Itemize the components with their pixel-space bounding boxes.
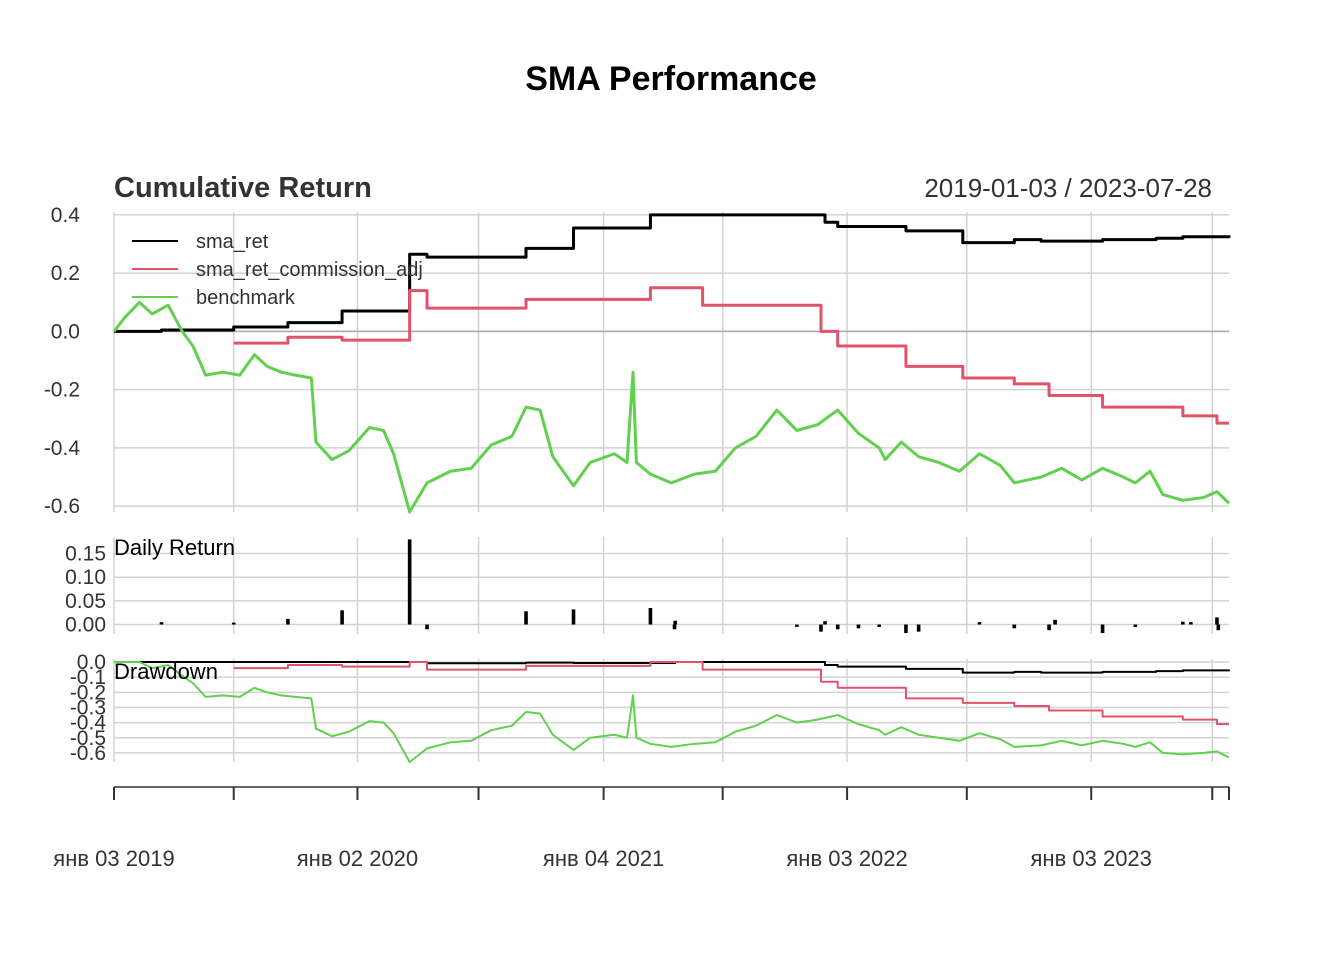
daily-return-bar xyxy=(977,622,982,625)
x-tick-label: янв 03 2022 xyxy=(786,846,907,871)
cumulative-series-sma_ret_commission_adj xyxy=(233,286,1229,425)
daily-return-bar xyxy=(286,618,290,625)
daily-return-bar xyxy=(856,624,861,629)
daily-return-bar xyxy=(1216,624,1221,631)
drawdown-y-tick-label: -0.3 xyxy=(70,696,106,719)
data-layer xyxy=(112,213,1231,763)
cumulative-y-tick-label: -0.4 xyxy=(44,437,81,460)
date-range-label: 2019-01-03 / 2023-07-28 xyxy=(924,173,1212,203)
drawdown-series-sma_ret_commission_adj xyxy=(233,661,1229,726)
daily-return-bar xyxy=(571,609,576,625)
daily-return-bar xyxy=(1100,624,1105,634)
daily-return-bar xyxy=(904,624,908,634)
daily-return-bar xyxy=(795,624,799,627)
daily-return-bar xyxy=(823,621,827,625)
daily-y-tick-label: 0.10 xyxy=(65,566,106,589)
panel-title-daily: Daily Return xyxy=(114,535,235,560)
drawdown-y-tick-label: 0.0 xyxy=(77,651,106,674)
daily-y-tick-label: 0.05 xyxy=(65,590,106,613)
legend-label-sma_ret: sma_ret xyxy=(196,231,269,253)
panel-title-drawdown: Drawdown xyxy=(114,659,218,684)
daily-return-bar xyxy=(835,624,840,630)
grid-layer xyxy=(113,212,1229,762)
legend-label-sma_ret_commission_adj: sma_ret_commission_adj xyxy=(196,259,423,281)
daily-return-bar xyxy=(231,622,236,625)
chart-title: SMA Performance xyxy=(525,60,817,98)
daily-return-bar xyxy=(1215,617,1219,625)
daily-return-bar xyxy=(673,620,677,625)
daily-return-bar xyxy=(877,624,881,627)
x-tick-label: янв 03 2023 xyxy=(1031,846,1152,871)
daily-return-bar xyxy=(407,539,412,625)
label-layer: 0.4 0.2 0.0 -0.2 -0.4 -0.6 0.150.100.050.00 Dai… xyxy=(44,204,1230,871)
daily-y-tick-label: 0.00 xyxy=(65,614,106,637)
daily-return-bar xyxy=(340,610,344,625)
drawdown-series-sma_ret xyxy=(114,661,1230,674)
drawdown-series-benchmark xyxy=(114,661,1230,763)
daily-return-bar xyxy=(648,607,653,625)
daily-return-bar xyxy=(819,624,823,632)
daily-return-bar xyxy=(1053,619,1057,625)
x-tick-label: янв 02 2020 xyxy=(297,846,418,871)
x-tick-label: янв 03 2019 xyxy=(53,846,174,871)
cumulative-y-tick-label: 0.0 xyxy=(51,320,80,343)
cumulative-series-sma_ret xyxy=(114,213,1231,333)
daily-return-bar xyxy=(1133,624,1138,627)
legend-label-benchmark: benchmark xyxy=(196,287,296,309)
cumulative-y-tick-label: 0.4 xyxy=(51,204,81,227)
daily-return-bar xyxy=(1189,622,1193,625)
cumulative-y-tick-label: -0.2 xyxy=(44,379,80,402)
cumulative-y-tick-label: -0.6 xyxy=(44,495,80,518)
daily-return-bar xyxy=(1047,624,1051,631)
drawdown-y-tick-label: -0.5 xyxy=(70,727,106,750)
daily-return-bar xyxy=(1012,624,1017,629)
cumulative-series-benchmark xyxy=(112,300,1231,514)
x-tick-label: янв 04 2021 xyxy=(543,846,664,871)
daily-return-bar xyxy=(916,624,921,632)
daily-y-tick-label: 0.15 xyxy=(65,543,106,566)
drawdown-y-tick-label: -0.1 xyxy=(70,666,106,689)
daily-return-bar xyxy=(159,622,164,625)
daily-return-bar xyxy=(672,624,677,630)
drawdown-y-tick-label: -0.6 xyxy=(70,742,106,765)
daily-return-bar xyxy=(425,624,429,630)
daily-return-bar xyxy=(1181,621,1185,625)
panel-title-cumulative: Cumulative Return xyxy=(114,172,372,204)
cumulative-y-tick-label: 0.2 xyxy=(51,262,80,285)
drawdown-y-tick-label: -0.2 xyxy=(70,681,106,704)
drawdown-y-tick-label: -0.4 xyxy=(70,712,107,735)
daily-return-bar xyxy=(524,611,528,625)
